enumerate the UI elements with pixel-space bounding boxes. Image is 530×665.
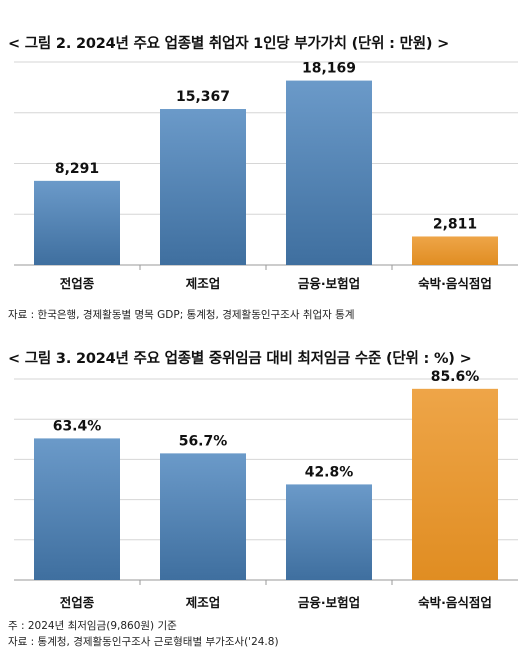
data-label: 56.7% xyxy=(179,433,228,449)
chart2-plot: 63.4% 전업종 56.7% 제조업 42.8% 금융·보험업 85.6% 숙박·음식점업 xyxy=(14,369,518,610)
data-label: 8,291 xyxy=(55,161,99,177)
data-label: 85.6% xyxy=(431,369,480,385)
data-label: 18,169 xyxy=(302,61,356,77)
bar xyxy=(286,80,372,265)
chart2-note: 주 : 2024년 최저임금(9,860원) 기준 xyxy=(8,620,177,632)
category-tick-label: 전업종 xyxy=(60,276,95,291)
chart1-title: < 그림 2. 2024년 주요 업종별 취업자 1인당 부가가치 (단위 : … xyxy=(8,36,450,52)
category-tick-label: 금융·보험업 xyxy=(298,276,360,291)
category-tick-label: 숙박·음식점업 xyxy=(418,276,492,291)
data-label: 42.8% xyxy=(305,464,354,480)
chart1-source: 자료 : 한국은행, 경제활동별 명목 GDP; 통계청, 경제활동인구조사 취… xyxy=(8,309,355,321)
category-tick-label: 숙박·음식점업 xyxy=(418,595,492,610)
bar xyxy=(286,484,372,580)
bar xyxy=(412,388,498,580)
data-label: 63.4% xyxy=(53,418,102,434)
category-tick-label: 제조업 xyxy=(186,276,221,291)
category-tick-label: 제조업 xyxy=(186,595,221,610)
bar xyxy=(34,180,120,265)
bar xyxy=(34,438,120,580)
data-label: 2,811 xyxy=(433,216,477,232)
bar xyxy=(412,236,498,265)
bar xyxy=(160,453,246,580)
chart2-title: < 그림 3. 2024년 주요 업종별 중위임금 대비 최저임금 수준 (단위… xyxy=(8,351,472,367)
category-tick-label: 전업종 xyxy=(60,595,95,610)
chart1-plot: 8,291 전업종 15,367 제조업 18,169 금융·보험업 2,811 숙박·음식점… xyxy=(14,61,518,291)
data-label: 15,367 xyxy=(176,89,230,105)
bar xyxy=(160,109,246,265)
category-tick-label: 금융·보험업 xyxy=(298,595,360,610)
chart2-source: 자료 : 통계청, 경제활동인구조사 근로형태별 부가조사('24.8) xyxy=(8,636,279,648)
